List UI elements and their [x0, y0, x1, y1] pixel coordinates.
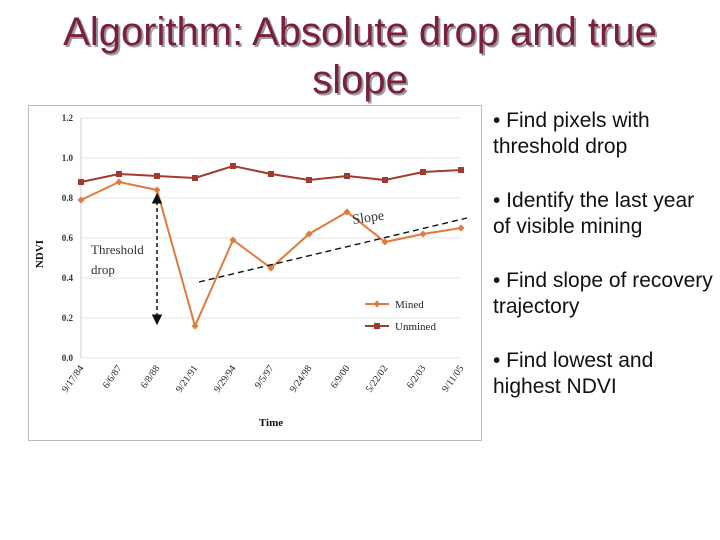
x-tick-label: 6/6/87 [101, 363, 125, 390]
data-point-unmined [420, 169, 426, 175]
y-tick-label: 0.2 [62, 313, 74, 323]
slope-label: Slope [351, 209, 385, 228]
legend: Mined Unmined [365, 299, 436, 333]
data-point-unmined [458, 167, 464, 173]
y-tick-label: 0.0 [62, 353, 74, 363]
data-point-unmined [154, 173, 160, 179]
data-point-mined [115, 178, 123, 186]
data-point-mined [77, 196, 85, 204]
threshold-label-drop: drop [91, 262, 115, 277]
data-point-unmined [344, 173, 350, 179]
bullet-item-3: • Find slope of recovery trajectory [493, 269, 713, 318]
annotations: Threshold drop Slope [91, 192, 468, 326]
y-tick-label: 0.8 [62, 193, 74, 203]
y-tick-labels: 0.0 0.2 0.4 0.6 0.8 1.0 1.2 [62, 113, 74, 363]
ndvi-chart: 0.0 0.2 0.4 0.6 0.8 1.0 1.2 9/17/84 6/6/87 6/8/8… [28, 105, 482, 441]
data-point-unmined [192, 175, 198, 181]
legend-label-mined: Mined [395, 299, 424, 311]
data-point-unmined [230, 163, 236, 169]
bullet-list: • Find pixels with threshold drop • Iden… [493, 108, 715, 428]
x-tick-label: 9/11/05 [440, 363, 466, 394]
slope-line [198, 217, 468, 283]
x-tick-label: 6/8/88 [139, 363, 163, 390]
bullet-item-2: • Identify the last year of visible mini… [493, 189, 695, 238]
x-tick-label: 9/17/84 [60, 363, 87, 394]
x-tick-label: 9/5/97 [253, 363, 277, 390]
slide-title-line-2: slope [312, 58, 408, 102]
slide-title: Algorithm: Absolute drop and true slope [0, 8, 720, 104]
x-tick-label: 9/29/94 [212, 363, 239, 394]
legend-marker-mined [373, 300, 381, 308]
series-layer [77, 163, 465, 330]
x-tick-label: 9/21/91 [174, 363, 201, 394]
x-tick-label: 6/2/03 [405, 363, 429, 390]
data-point-unmined [268, 171, 274, 177]
y-axis-label: NDVI [34, 240, 46, 268]
data-point-mined [153, 186, 161, 194]
y-tick-label: 0.4 [62, 273, 74, 283]
x-tick-label: 6/9/00 [329, 363, 353, 390]
data-point-unmined [78, 179, 84, 185]
gridlines [80, 117, 461, 359]
legend-label-unmined: Unmined [395, 321, 436, 333]
bullet-item-4: • Find lowest and highest NDVI [493, 349, 654, 398]
data-point-mined [191, 322, 199, 330]
data-point-mined [343, 208, 351, 216]
threshold-label: Threshold [91, 242, 144, 257]
data-point-mined [305, 230, 313, 238]
data-point-mined [229, 236, 237, 244]
y-tick-label: 1.0 [62, 153, 74, 163]
legend-marker-unmined [374, 323, 380, 329]
x-tick-labels: 9/17/84 6/6/87 6/8/88 9/21/91 9/29/94 9/5/97 9… [60, 363, 467, 394]
data-point-unmined [306, 177, 312, 183]
data-point-unmined [382, 177, 388, 183]
x-axis-label: Time [259, 417, 283, 429]
bullet-item-1: • Find pixels with threshold drop [493, 109, 650, 158]
x-tick-label: 9/24/98 [288, 363, 315, 394]
data-point-mined [267, 264, 275, 272]
data-point-mined [457, 224, 465, 232]
data-point-unmined [116, 171, 122, 177]
ndvi-chart-svg: 0.0 0.2 0.4 0.6 0.8 1.0 1.2 9/17/84 6/6/87 6/8/8… [34, 113, 468, 429]
x-tick-label: 5/22/02 [364, 363, 391, 394]
slide-title-line-1: Algorithm: Absolute drop and true [63, 10, 657, 54]
data-point-mined [381, 238, 389, 246]
y-tick-label: 1.2 [62, 113, 74, 123]
y-tick-label: 0.6 [62, 233, 74, 243]
data-point-mined [419, 230, 427, 238]
